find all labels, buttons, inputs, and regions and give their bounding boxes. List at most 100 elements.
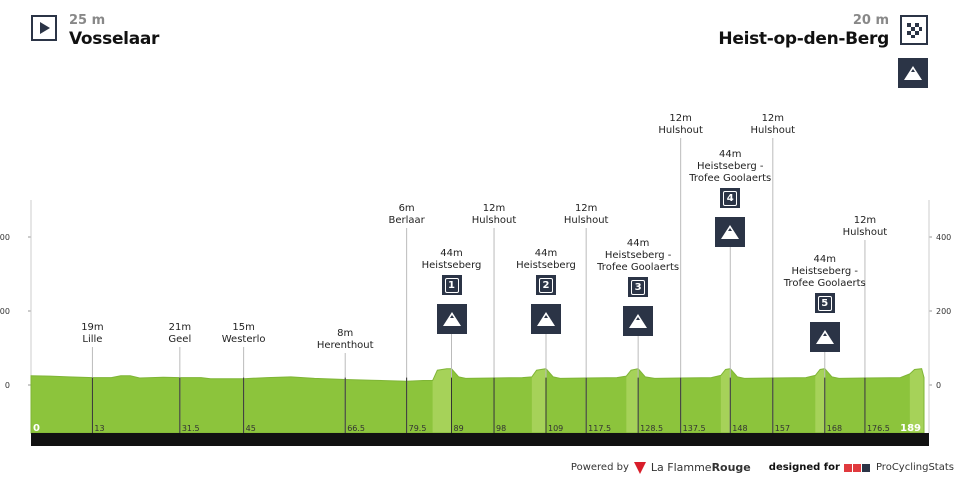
km-label: 148 [732, 424, 747, 433]
footer: Powered by La FlammeRouge designed for P… [571, 461, 954, 474]
climb-label: 44m Heistseberg [516, 248, 576, 272]
km-label: 157 [775, 424, 790, 433]
checkered-flag-icon [900, 15, 928, 45]
climb-label: 44m Heistseberg [422, 248, 482, 272]
climb-label: 44m Heistseberg - Trofee Goolaerts [689, 149, 771, 185]
km-label: 13 [94, 424, 104, 433]
waypoint-altitude: 8m [337, 328, 354, 339]
elevation-profile [31, 368, 924, 433]
waypoint-altitude: 15m [232, 322, 255, 333]
climb-label: 44m Heistseberg - Trofee Goolaerts [597, 238, 679, 274]
waypoint-altitude: 12m [761, 113, 785, 124]
climb-altitude: 44m [534, 248, 558, 259]
mountain-finish-icon [898, 58, 928, 88]
waypoint-label: 12m Hulshout [658, 113, 703, 137]
flamme-rouge-logo[interactable]: La FlammeRouge [650, 461, 751, 474]
waypoint-label: 21m Geel [168, 322, 191, 346]
waypoint-altitude: 21m [168, 322, 192, 333]
mountain-icon [809, 322, 840, 352]
climb-number-badge: 2 [536, 275, 556, 295]
start-icon [31, 15, 57, 41]
km-label: 98 [496, 424, 506, 433]
climb-number-badge: 4 [720, 188, 741, 208]
waypoint-name: Hulshout [842, 227, 888, 238]
km-label: 189 [900, 423, 921, 434]
climb-number-badge: 3 [628, 277, 649, 297]
waypoint-name: Hulshout [471, 215, 517, 226]
km-label: 89 [454, 424, 464, 433]
mountain-icon [715, 217, 746, 247]
waypoint-name: Herenthout [316, 340, 374, 351]
mountain-icon [531, 304, 561, 334]
mountain-icon [436, 304, 467, 334]
climb-name-2: Trofee Goolaerts [783, 278, 866, 289]
climb-name: Heistseberg - [791, 266, 859, 277]
climb-name-2: Trofee Goolaerts [597, 262, 680, 273]
km-label: 45 [246, 424, 256, 433]
waypoint-name: Lille [82, 334, 103, 345]
y-tick-label: 200 [0, 307, 10, 316]
km-label: 168 [827, 424, 842, 433]
climb-altitude: 44m [719, 149, 742, 160]
y-tick-label: 0 [936, 381, 941, 390]
climb-section [432, 368, 452, 433]
km-label: 117.5 [588, 424, 611, 433]
waypoint-label: 12m Hulshout [564, 203, 609, 227]
climb-name: Heistseberg - [697, 161, 764, 172]
km-label: 79.5 [409, 424, 427, 433]
waypoint-altitude: 6m [398, 203, 415, 214]
finish-city: Heist-op-den-Berg [718, 29, 889, 49]
climb-name: Heistseberg [421, 260, 482, 271]
distance-bar [31, 433, 929, 446]
climb-number: 5 [817, 295, 832, 311]
km-label: 128.5 [640, 424, 663, 433]
y-tick-label: 400 [936, 233, 951, 242]
waypoint-label: 8m Herenthout [317, 328, 374, 352]
km-label: 31.5 [182, 424, 200, 433]
waypoint-name: Hulshout [750, 125, 796, 136]
climb-number-badge: 1 [441, 275, 462, 295]
climb-name-2: Trofee Goolaerts [689, 173, 772, 184]
climb-section [720, 368, 731, 433]
climb-altitude: 44m [626, 238, 650, 249]
climb-label: 44m Heistseberg - Trofee Goolaerts [784, 254, 866, 290]
pcs-logo-icon [843, 463, 870, 472]
climb-number: 3 [631, 279, 646, 295]
waypoint-label: 12m Hulshout [472, 203, 517, 227]
waypoint-name: Westerlo [221, 334, 266, 345]
pcs-link[interactable]: ProCyclingStats [875, 462, 954, 473]
climb-number: 4 [723, 190, 738, 206]
climb-section [909, 368, 924, 433]
waypoint-label: 19m Lille [81, 322, 103, 346]
start-altitude: 25 m [69, 13, 106, 28]
climb-section [626, 368, 639, 433]
waypoint-altitude: 12m [669, 113, 692, 124]
waypoint-name: Geel [168, 334, 192, 345]
climb-section [531, 368, 547, 433]
waypoint-altitude: 12m [574, 203, 598, 214]
km-label: 137.5 [683, 424, 706, 433]
climb-altitude: 44m [440, 248, 463, 259]
waypoint-name: Hulshout [563, 215, 609, 226]
waypoint-altitude: 19m [81, 322, 104, 333]
climb-number: 2 [539, 277, 553, 293]
climb-altitude: 44m [813, 254, 836, 265]
km-label: 176.5 [867, 424, 890, 433]
climb-number: 1 [444, 277, 459, 293]
y-tick-label: 200 [936, 307, 951, 316]
waypoint-label: 6m Berlaar [388, 203, 424, 227]
waypoint-label: 12m Hulshout [843, 215, 888, 239]
waypoint-altitude: 12m [482, 203, 506, 214]
flamme-rouge-logo-icon [633, 462, 646, 474]
waypoint-name: Berlaar [388, 215, 425, 226]
start-city: Vosselaar [69, 29, 160, 49]
climb-section [815, 368, 825, 433]
km-label: 0 [33, 423, 40, 434]
climb-name: Heistseberg - [604, 250, 672, 261]
km-label: 109 [548, 424, 563, 433]
finish-altitude: 20 m [852, 13, 889, 28]
y-tick-label: 0 [5, 381, 10, 390]
km-label: 66.5 [347, 424, 365, 433]
designed-for-text: designed for [768, 462, 840, 473]
